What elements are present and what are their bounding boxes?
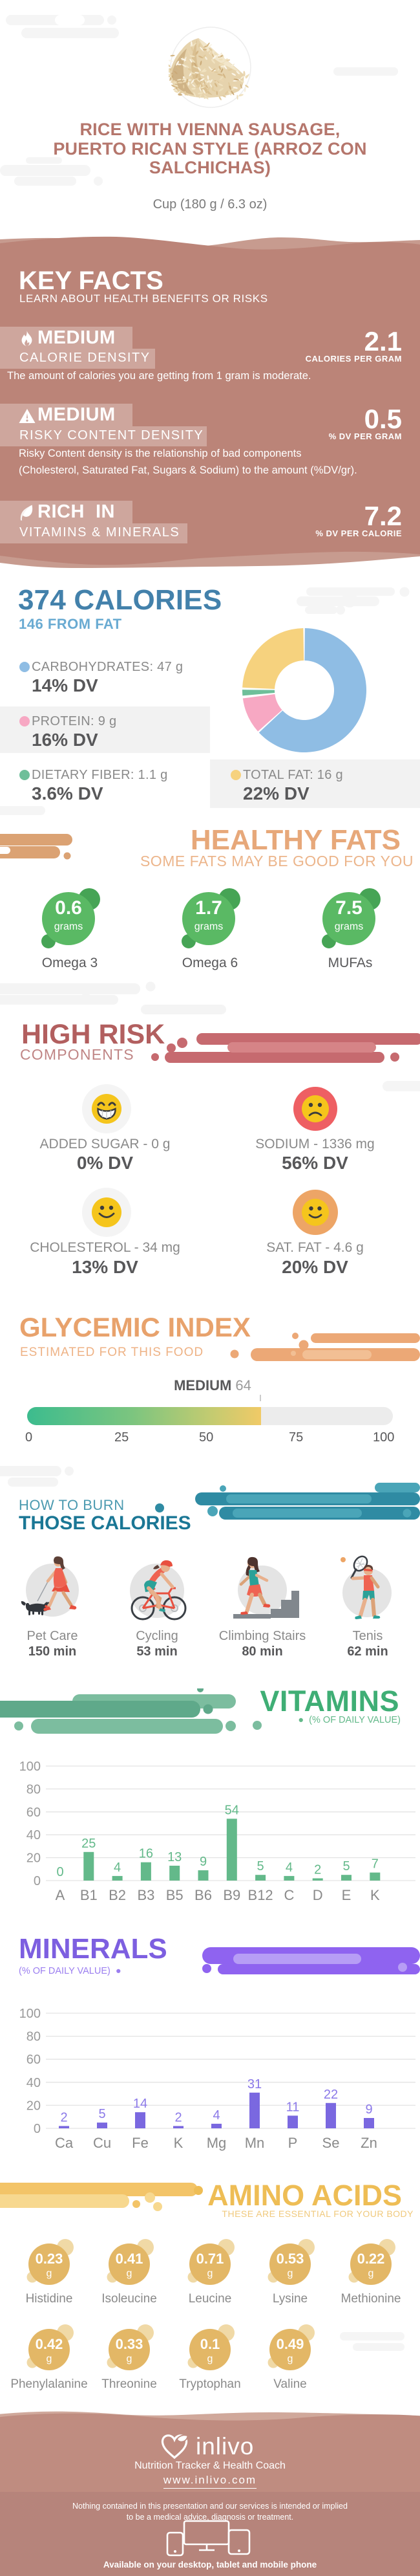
svg-text:g: g xyxy=(368,2268,374,2279)
svg-text:Se: Se xyxy=(322,2135,340,2151)
svg-text:B6: B6 xyxy=(194,1887,212,1903)
svg-text:80: 80 xyxy=(26,1782,41,1796)
svg-text:0.71: 0.71 xyxy=(196,2251,224,2267)
svg-text:P: P xyxy=(288,2135,298,2151)
svg-text:D: D xyxy=(313,1887,323,1903)
svg-text:g: g xyxy=(288,2268,293,2279)
svg-text:31: 31 xyxy=(247,2077,262,2091)
svg-text:60: 60 xyxy=(26,2053,41,2067)
svg-text:60: 60 xyxy=(26,1806,41,1820)
svg-text:0: 0 xyxy=(56,1865,63,1879)
svg-text:Zn: Zn xyxy=(361,2135,377,2151)
svg-text:9: 9 xyxy=(365,2102,372,2117)
svg-text:0.41: 0.41 xyxy=(116,2251,143,2267)
svg-text:1.7: 1.7 xyxy=(195,897,222,919)
svg-text:100: 100 xyxy=(19,1760,41,1774)
svg-text:C: C xyxy=(284,1887,294,1903)
svg-text:B12: B12 xyxy=(248,1887,273,1903)
svg-text:20: 20 xyxy=(26,2099,41,2113)
svg-text:Fe: Fe xyxy=(132,2135,149,2151)
svg-text:2: 2 xyxy=(60,2110,67,2124)
svg-text:0.49: 0.49 xyxy=(277,2336,304,2352)
svg-text:g: g xyxy=(47,2268,52,2279)
svg-text:0.53: 0.53 xyxy=(277,2251,304,2267)
svg-text:K: K xyxy=(174,2135,184,2151)
svg-text:E: E xyxy=(342,1887,352,1903)
svg-text:Mg: Mg xyxy=(207,2135,227,2151)
svg-text:5: 5 xyxy=(342,1859,350,1873)
svg-text:0.1: 0.1 xyxy=(200,2336,220,2352)
svg-text:Ca: Ca xyxy=(55,2135,74,2151)
svg-text:g: g xyxy=(207,2268,213,2279)
svg-text:0.42: 0.42 xyxy=(36,2336,63,2352)
svg-text:40: 40 xyxy=(26,1828,41,1842)
svg-text:5: 5 xyxy=(257,1859,264,1873)
svg-text:g: g xyxy=(127,2268,132,2279)
svg-text:16: 16 xyxy=(139,1847,153,1861)
svg-text:0.23: 0.23 xyxy=(36,2251,63,2267)
svg-text:54: 54 xyxy=(225,1803,239,1817)
svg-text:0.33: 0.33 xyxy=(116,2336,143,2352)
svg-text:0.22: 0.22 xyxy=(357,2251,385,2267)
svg-text:7: 7 xyxy=(372,1857,379,1872)
svg-text:B5: B5 xyxy=(166,1887,184,1903)
svg-text:0: 0 xyxy=(34,1874,41,1888)
svg-text:4: 4 xyxy=(286,1861,293,1875)
svg-text:grams: grams xyxy=(335,921,363,932)
svg-text:80: 80 xyxy=(26,2030,41,2044)
svg-text:13: 13 xyxy=(167,1850,182,1864)
svg-text:4: 4 xyxy=(213,2108,220,2123)
svg-text:A: A xyxy=(56,1887,65,1903)
svg-text:22: 22 xyxy=(324,2088,338,2102)
svg-text:20: 20 xyxy=(26,1851,41,1866)
svg-text:g: g xyxy=(127,2353,132,2364)
svg-text:2: 2 xyxy=(314,1863,321,1877)
svg-text:B9: B9 xyxy=(223,1887,240,1903)
svg-text:7.5: 7.5 xyxy=(335,897,362,919)
svg-text:grams: grams xyxy=(194,921,223,932)
svg-text:100: 100 xyxy=(19,2007,41,2021)
svg-text:grams: grams xyxy=(54,921,83,932)
svg-text:g: g xyxy=(207,2353,213,2364)
svg-text:11: 11 xyxy=(286,2100,300,2114)
svg-text:9: 9 xyxy=(200,1855,207,1869)
svg-text:14: 14 xyxy=(133,2097,147,2111)
svg-text:K: K xyxy=(370,1887,380,1903)
svg-text:g: g xyxy=(47,2353,52,2364)
svg-text:Cu: Cu xyxy=(93,2135,111,2151)
svg-text:B1: B1 xyxy=(80,1887,98,1903)
svg-text:4: 4 xyxy=(114,1861,121,1875)
svg-text:B3: B3 xyxy=(137,1887,154,1903)
svg-text:5: 5 xyxy=(98,2107,105,2121)
svg-text:0.6: 0.6 xyxy=(55,897,82,919)
svg-text:40: 40 xyxy=(26,2076,41,2090)
svg-text:25: 25 xyxy=(81,1837,96,1851)
svg-text:0: 0 xyxy=(34,2122,41,2136)
svg-text:Mn: Mn xyxy=(245,2135,265,2151)
svg-text:B2: B2 xyxy=(109,1887,126,1903)
svg-text:g: g xyxy=(288,2353,293,2364)
svg-text:2: 2 xyxy=(174,2110,182,2124)
